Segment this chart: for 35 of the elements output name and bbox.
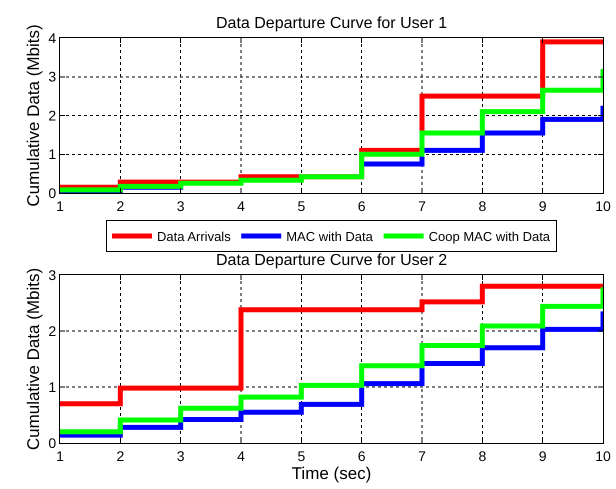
x-tick-label: 9 <box>538 448 547 464</box>
x-tick-label: 9 <box>538 198 547 214</box>
chart-title: Data Departure Curve for User 1 <box>216 15 448 32</box>
x-axis-title: Time (sec) <box>292 464 372 483</box>
x-tick-label: 4 <box>237 448 246 464</box>
x-tick-label: 8 <box>478 448 486 464</box>
x-tick-label: 5 <box>297 198 306 214</box>
y-axis-title: Cumulative Data (Mbits) <box>24 268 43 450</box>
x-tick-label: 8 <box>478 198 486 214</box>
x-tick-label: 3 <box>176 448 185 464</box>
x-tick-label: 5 <box>297 448 306 464</box>
x-tick-label: 4 <box>237 198 246 214</box>
y-tick-label: 4 <box>48 30 56 46</box>
y-tick-label: 1 <box>48 146 56 162</box>
y-tick-label: 0 <box>48 184 56 201</box>
x-tick-label: 10 <box>595 198 611 214</box>
x-tick-label: 3 <box>176 198 185 214</box>
x-tick-label: 7 <box>418 198 426 214</box>
x-tick-label: 7 <box>418 448 426 464</box>
legend-label: Data Arrivals <box>157 229 232 244</box>
x-tick-label: 2 <box>116 448 124 464</box>
y-tick-label: 0 <box>48 434 56 451</box>
x-tick-label: 6 <box>358 448 366 464</box>
y-axis-title: Cumulative Data (Mbits) <box>24 24 43 207</box>
chart-title: Data Departure Curve for User 2 <box>216 252 448 269</box>
legend-label: MAC with Data <box>286 229 374 244</box>
x-tick-label: 2 <box>116 198 124 214</box>
y-tick-label: 1 <box>48 378 56 395</box>
y-tick-label: 3 <box>48 266 56 283</box>
x-tick-label: 10 <box>595 448 611 464</box>
y-tick-label: 2 <box>48 107 56 124</box>
y-tick-label: 2 <box>48 322 56 339</box>
y-tick-label: 3 <box>48 68 56 85</box>
x-tick-label: 6 <box>358 198 366 214</box>
legend-label: Coop MAC with Data <box>428 229 551 244</box>
